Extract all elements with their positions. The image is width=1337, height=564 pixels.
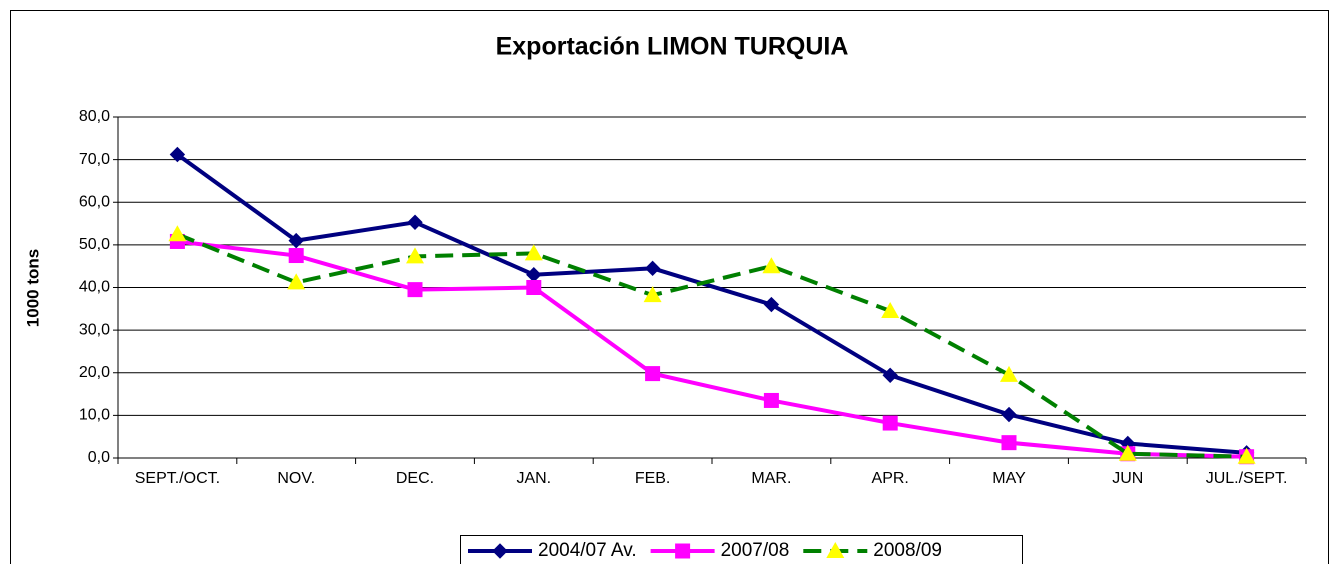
x-tick-label: JAN. bbox=[516, 470, 551, 487]
x-tick-label: MAY bbox=[992, 470, 1026, 487]
data-point bbox=[407, 282, 423, 298]
y-tick-label: 50,0 bbox=[79, 236, 110, 253]
x-tick-label: FEB. bbox=[635, 470, 671, 487]
data-point bbox=[762, 257, 781, 274]
data-point bbox=[881, 301, 900, 318]
chart-title: Exportación LIMON TURQUIA bbox=[496, 33, 849, 61]
series-line bbox=[176, 232, 1247, 459]
legend-marker bbox=[826, 542, 845, 558]
x-tick-label: DEC. bbox=[396, 470, 434, 487]
data-point bbox=[524, 244, 543, 261]
y-tick-label: 30,0 bbox=[79, 321, 110, 338]
x-tick-label: MAR. bbox=[751, 470, 791, 487]
data-point bbox=[1237, 447, 1256, 464]
data-point bbox=[288, 248, 304, 264]
y-tick-label: 10,0 bbox=[79, 407, 110, 424]
data-point bbox=[643, 286, 662, 303]
data-point bbox=[1118, 444, 1137, 461]
legend-label: 2008/09 bbox=[873, 540, 942, 561]
data-point bbox=[288, 232, 304, 249]
legend-label: 2004/07 Av. bbox=[538, 540, 637, 561]
series-line bbox=[177, 239, 1247, 459]
y-tick-label: 70,0 bbox=[79, 151, 110, 168]
data-point bbox=[407, 214, 423, 230]
data-point bbox=[645, 366, 661, 382]
x-tick-label: SEPT./OCT. bbox=[135, 470, 220, 487]
y-tick-label: 0,0 bbox=[88, 449, 110, 466]
data-point bbox=[406, 247, 424, 264]
data-point bbox=[882, 367, 898, 384]
data-point bbox=[644, 260, 661, 277]
data-point bbox=[1001, 406, 1017, 423]
y-tick-label: 80,0 bbox=[79, 108, 110, 125]
data-point bbox=[287, 273, 306, 290]
x-tick-label: JUL./SEPT. bbox=[1206, 470, 1288, 487]
data-point bbox=[1001, 435, 1017, 451]
x-tick-label: JUN bbox=[1112, 470, 1143, 487]
legend-marker bbox=[675, 543, 691, 559]
data-point bbox=[1000, 365, 1018, 382]
legend-label: 2007/08 bbox=[721, 540, 790, 561]
x-tick-label: APR. bbox=[872, 470, 909, 487]
y-tick-label: 40,0 bbox=[79, 279, 110, 296]
data-point bbox=[168, 225, 187, 242]
data-point bbox=[882, 415, 898, 431]
x-tick-label: NOV. bbox=[277, 470, 315, 487]
legend-box bbox=[460, 535, 1023, 564]
legend-marker bbox=[492, 543, 508, 559]
data-point bbox=[763, 392, 779, 408]
y-axis-title: 1000 tons bbox=[23, 249, 42, 327]
data-point bbox=[763, 296, 780, 313]
y-tick-label: 20,0 bbox=[79, 364, 110, 381]
y-tick-label: 60,0 bbox=[79, 193, 110, 210]
data-point bbox=[526, 280, 542, 295]
data-point bbox=[169, 146, 186, 163]
series-line bbox=[176, 152, 1247, 455]
